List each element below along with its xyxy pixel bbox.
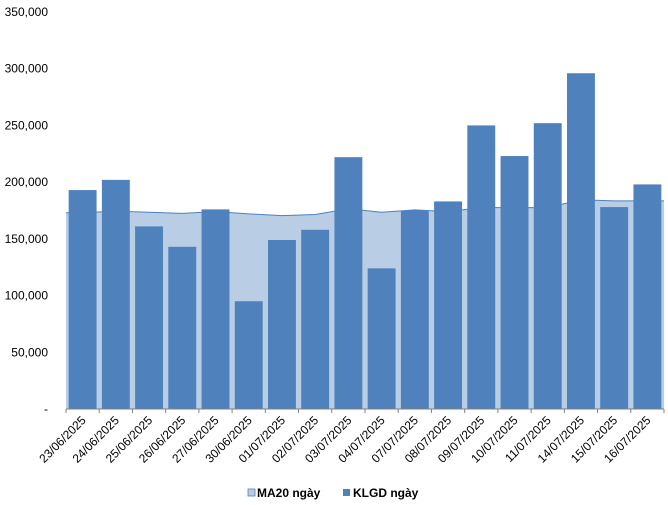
y-tick-label: 150,000 bbox=[5, 232, 49, 246]
y-tick-label: 350,000 bbox=[5, 5, 49, 19]
bar-25/06/2025 bbox=[135, 226, 164, 409]
bar-24/06/2025 bbox=[101, 179, 130, 409]
y-tick-label: 250,000 bbox=[5, 118, 49, 132]
bar-03/07/2025 bbox=[334, 157, 363, 409]
x-tick-labels: 23/06/202524/06/202525/06/202526/06/2025… bbox=[36, 413, 653, 466]
y-tick-label: 50,000 bbox=[11, 345, 48, 359]
legend-swatch-klgd bbox=[343, 489, 350, 496]
bar-14/07/2025 bbox=[566, 73, 595, 409]
bar-02/07/2025 bbox=[301, 229, 330, 409]
bar-01/07/2025 bbox=[267, 239, 296, 409]
bar-08/07/2025 bbox=[434, 201, 463, 409]
legend-swatch-ma20 bbox=[247, 488, 256, 497]
bar-04/07/2025 bbox=[367, 268, 396, 409]
x-tick-marks bbox=[65, 409, 665, 413]
legend-label-ma20: MA20 ngày bbox=[257, 486, 321, 500]
bar-group bbox=[68, 73, 662, 410]
bar-30/06/2025 bbox=[234, 301, 263, 409]
bar-15/07/2025 bbox=[600, 207, 629, 409]
y-tick-labels: - 50,000 100,000 150,000 200,000 250,000 300,0… bbox=[5, 5, 49, 416]
bar-27/06/2025 bbox=[201, 209, 230, 409]
bar-16/07/2025 bbox=[633, 184, 662, 409]
bar-10/07/2025 bbox=[500, 156, 529, 409]
y-tick-label: 200,000 bbox=[5, 175, 49, 189]
bar-23/06/2025 bbox=[68, 190, 97, 409]
bar-26/06/2025 bbox=[168, 246, 197, 409]
bar-07/07/2025 bbox=[400, 210, 429, 409]
legend: MA20 ngày KLGD ngày bbox=[247, 486, 419, 500]
y-tick-label: - bbox=[44, 402, 48, 416]
y-tick-label: 100,000 bbox=[5, 289, 49, 303]
bar-09/07/2025 bbox=[467, 125, 496, 410]
legend-label-klgd: KLGD ngày bbox=[353, 486, 419, 500]
y-tick-label: 300,000 bbox=[5, 62, 49, 76]
bar-11/07/2025 bbox=[533, 123, 562, 409]
plot-area bbox=[65, 73, 665, 413]
